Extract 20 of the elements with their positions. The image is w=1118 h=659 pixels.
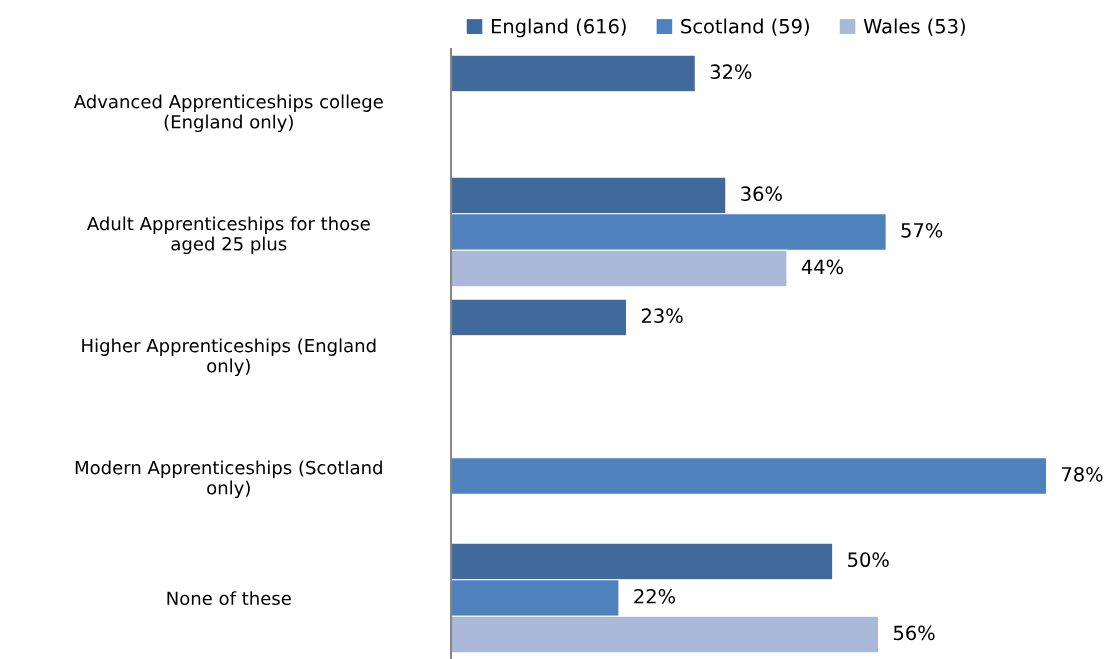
- data-label: 57%: [901, 222, 943, 238]
- y-tick-label: Modern Apprenticeships (Scotland only): [75, 460, 382, 499]
- bar: [451, 298, 628, 337]
- data-label: 22%: [634, 588, 676, 604]
- y-tick-label: Higher Apprenticeships (England only): [82, 338, 376, 377]
- data-label: 78%: [1062, 466, 1103, 482]
- data-label: 32%: [710, 64, 752, 80]
- data-label: 23%: [641, 308, 683, 324]
- data-label: 36%: [741, 186, 782, 202]
- legend-label: Scotland (59): [681, 18, 809, 36]
- bar: [451, 457, 1048, 495]
- y-tick-label: Advanced Apprenticeships college (England only): [73, 94, 383, 133]
- legend-label: England (616): [491, 18, 626, 38]
- legend-label: Wales (53): [863, 18, 965, 36]
- bar: [451, 54, 696, 93]
- y-tick-label: Adult Apprenticeships for those aged 25 plus: [86, 216, 370, 255]
- y-tick-label: None of these: [167, 591, 291, 606]
- data-label: 44%: [801, 259, 843, 275]
- data-label: 50%: [848, 552, 889, 568]
- data-label: 56%: [893, 625, 935, 641]
